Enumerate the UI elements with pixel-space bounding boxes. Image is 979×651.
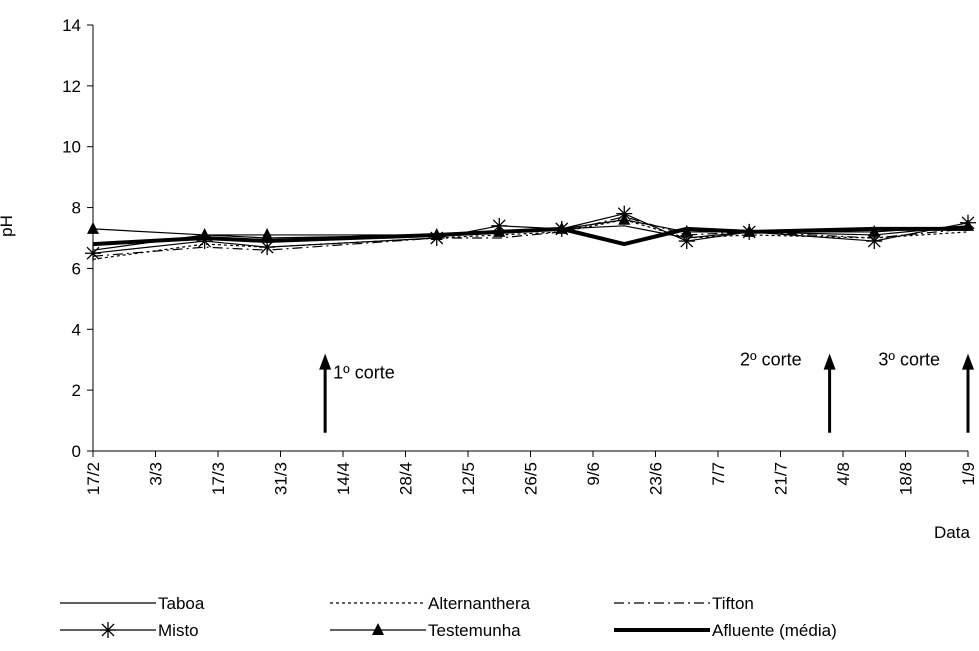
- x-tick-label: 28/4: [397, 462, 416, 495]
- x-tick-label: 3/3: [147, 462, 166, 486]
- legend-label: Alternanthera: [428, 594, 531, 613]
- legend-label: Misto: [158, 621, 199, 640]
- legend-item: Tifton: [614, 594, 754, 613]
- legend-label: Afluente (média): [712, 621, 837, 640]
- marker-triangle: [87, 221, 99, 234]
- cut-label: 2º corte: [740, 350, 802, 370]
- arrow-head: [962, 353, 974, 370]
- y-tick-label: 12: [62, 77, 81, 96]
- marker-star: [100, 622, 116, 638]
- legend-item: Taboa: [60, 594, 205, 613]
- legend-label: Testemunha: [428, 621, 521, 640]
- y-axis-label: pH: [0, 215, 16, 237]
- y-tick-label: 6: [72, 259, 81, 278]
- marker-triangle: [618, 212, 631, 225]
- cut-label: 3º corte: [878, 350, 940, 370]
- y-tick-label: 2: [72, 381, 81, 400]
- x-tick-label: 9/6: [584, 462, 603, 486]
- cut-annotation: 2º corte: [740, 350, 836, 433]
- cut-annotation: 3º corte: [878, 350, 974, 433]
- x-tick-label: 4/8: [834, 462, 853, 486]
- marker-star: [85, 245, 101, 262]
- marker-star: [196, 233, 213, 250]
- marker-triangle: [868, 224, 881, 237]
- y-tick-label: 10: [62, 138, 81, 157]
- series-afluente-m-dia-: [92, 226, 968, 247]
- y-tick-label: 0: [72, 442, 81, 461]
- x-tick-label: 17/2: [84, 462, 103, 495]
- cut-annotation: 1º corte: [319, 353, 395, 433]
- arrow-head: [823, 353, 836, 370]
- cut-label: 1º corte: [333, 363, 395, 383]
- marker-star: [678, 233, 695, 250]
- x-ticks: 17/2 3/3 17/3 31/3 14/4 28/4 12/5 26/5 9/6 23/6 7/…: [84, 451, 978, 495]
- x-tick-label: 23/6: [647, 462, 666, 495]
- x-tick-label: 12/5: [459, 462, 478, 495]
- marker-star: [866, 233, 883, 250]
- y-ticks: 0 2 4 6 8 10 12 14: [62, 16, 93, 461]
- x-tick-label: 1/9: [959, 462, 978, 486]
- annotations: 1º corte 2º corte 3º corte: [319, 350, 974, 433]
- y-tick-label: 4: [72, 320, 81, 339]
- x-tick-label: 26/5: [522, 462, 541, 495]
- x-tick-label: 31/3: [272, 462, 291, 495]
- x-tick-label: 21/7: [772, 462, 791, 495]
- x-tick-label: 7/7: [709, 462, 728, 486]
- y-tick-label: 14: [62, 16, 81, 35]
- marker-star: [259, 239, 276, 256]
- legend-item: Afluente (média): [614, 621, 837, 640]
- legend-item: Misto: [60, 621, 199, 640]
- x-tick-label: 14/4: [334, 462, 353, 495]
- marker-triangle: [261, 227, 274, 240]
- x-tick-label: 18/8: [897, 462, 916, 495]
- legend: Taboa Alternanthera Tifton Misto Testemunha A…: [60, 594, 837, 640]
- legend-label: Tifton: [712, 594, 754, 613]
- legend-label: Taboa: [158, 594, 205, 613]
- plot-area: [85, 205, 976, 262]
- y-tick-label: 8: [72, 199, 81, 218]
- legend-item: Alternanthera: [330, 594, 531, 613]
- x-tick-label: 17/3: [209, 462, 228, 495]
- legend-item: Testemunha: [330, 621, 521, 640]
- series-line: [92, 226, 968, 247]
- arrow-head: [319, 353, 332, 370]
- x-axis-label: Data: [934, 523, 970, 542]
- marker-triangle: [372, 623, 384, 635]
